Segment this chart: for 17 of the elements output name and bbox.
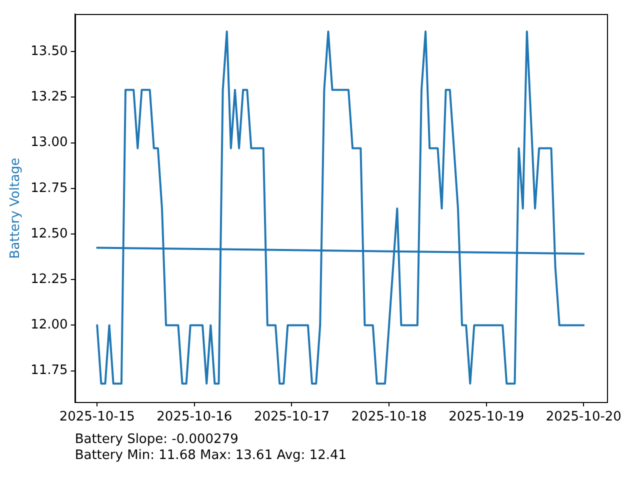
y-tick-label: 13.50 <box>30 44 68 59</box>
y-axis-title: Battery Voltage <box>8 158 24 259</box>
y-tick-label: 12.00 <box>30 318 68 333</box>
text: Battery Slope: -0.000279 <box>74 432 238 447</box>
x-tick-label: 2025-10-15 <box>59 410 135 425</box>
y-tick-label: 12.25 <box>30 272 68 287</box>
y-tick-label: 13.25 <box>30 90 68 105</box>
x-tick-label: 2025-10-19 <box>448 410 524 425</box>
x-tick-label: 2025-10-18 <box>351 410 427 425</box>
x-tick-label: 2025-10-17 <box>254 410 330 425</box>
y-tick-label: 12.75 <box>30 180 68 196</box>
y-tick-label: 13.00 <box>30 135 68 150</box>
y-tick-label: 12.50 <box>30 226 68 242</box>
y-tick-label: 11.75 <box>30 363 68 378</box>
text: Battery Min: 11.68 Max: 13.61 Avg: 12.41 <box>74 448 347 463</box>
x-tick-label: 2025-10-20 <box>546 410 622 425</box>
x-tick-label: 2025-10-16 <box>156 410 232 425</box>
